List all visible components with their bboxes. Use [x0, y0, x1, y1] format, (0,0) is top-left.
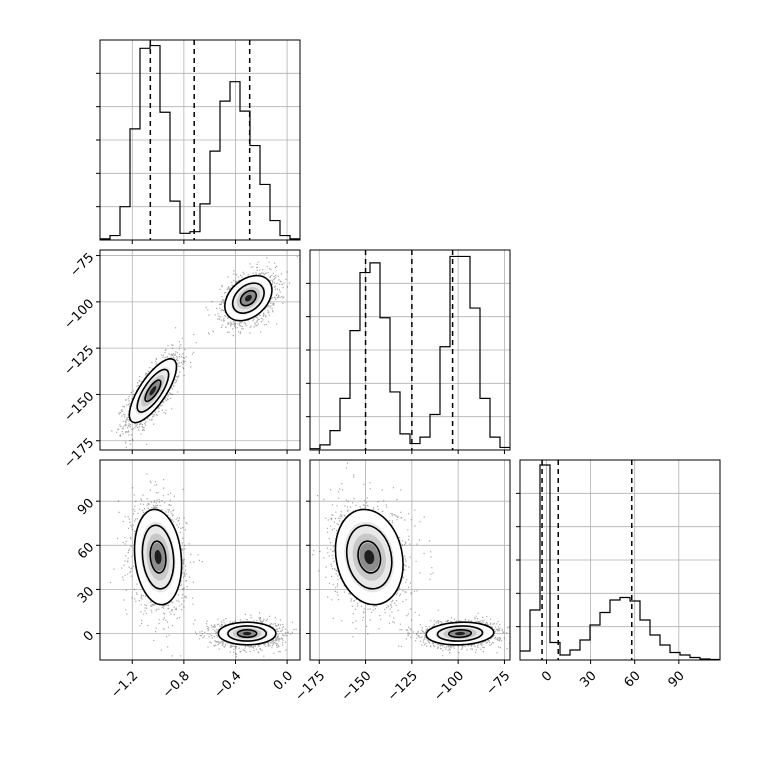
contour-line	[128, 358, 178, 424]
density-fill	[242, 631, 252, 636]
contour-line	[334, 508, 404, 606]
x-tick-label: 60	[621, 668, 643, 690]
contour-line	[447, 628, 473, 639]
y-tick-label: −75	[67, 250, 97, 280]
density-fill	[149, 386, 157, 396]
contour-line	[425, 621, 495, 646]
histogram-step	[310, 255, 510, 450]
x-tick-label: 90	[666, 668, 688, 690]
x-tick-label: 0.0	[271, 668, 296, 693]
contour-line	[133, 508, 183, 606]
contour-line	[227, 625, 268, 642]
density-fill	[455, 631, 466, 636]
histogram-step	[520, 464, 720, 660]
panel-frame	[99, 39, 301, 241]
panel-frame	[309, 249, 511, 451]
panel-2d-0-2: −1.2 −0.8 −0.4 0.0 0 30 60 90	[75, 459, 301, 701]
panel-2d-1-2: −175 −150 −125 −100 −75	[292, 459, 513, 704]
panel-frame	[99, 249, 301, 451]
contour-line	[231, 282, 265, 314]
y-tick-label: 60	[75, 540, 97, 562]
density-fill	[154, 550, 162, 565]
panel-frame	[519, 459, 721, 661]
contour-line	[224, 274, 273, 322]
density-fill	[244, 294, 252, 302]
x-tick-label: −125	[385, 668, 421, 704]
contour-line	[141, 524, 175, 590]
panel-2d-content	[100, 255, 298, 449]
panel-2d-content	[312, 462, 510, 657]
x-tick-label: −150	[339, 668, 375, 704]
panel-frame	[99, 459, 301, 661]
contour-line	[236, 628, 258, 639]
density-fill	[364, 550, 375, 565]
contour-line	[436, 625, 484, 642]
x-tick-label: −1.2	[108, 668, 141, 701]
x-tick-label: 0	[539, 668, 555, 684]
x-tick-label: −100	[431, 668, 467, 704]
y-tick-label: −125	[61, 343, 97, 379]
contour-line	[144, 379, 162, 403]
y-tick-label: 0	[81, 628, 97, 644]
x-tick-label: 30	[577, 668, 599, 690]
histogram-panel-0	[96, 39, 301, 244]
y-tick-label: −150	[61, 389, 97, 425]
contour-line	[217, 621, 277, 646]
panel-2d-content	[109, 473, 297, 658]
histogram-step	[100, 44, 300, 240]
histogram-panel-1	[306, 249, 511, 454]
contour-line	[357, 540, 382, 574]
x-tick-label: −75	[483, 668, 513, 698]
contour-line	[239, 289, 258, 307]
x-tick-label: −0.4	[212, 668, 245, 701]
x-tick-label: −175	[292, 668, 328, 704]
y-tick-label: −100	[61, 297, 97, 333]
contour-line	[149, 540, 167, 574]
x-tick-label: −0.8	[160, 668, 193, 701]
contour-line	[345, 524, 393, 590]
y-tick-label: −175	[61, 435, 97, 471]
y-tick-label: 90	[75, 496, 97, 518]
contour-line	[136, 368, 170, 413]
panel-frame	[309, 459, 511, 661]
y-tick-label: 30	[75, 584, 97, 606]
histogram-panel-2: 0 30 60 90	[516, 459, 721, 691]
panel-2d-0-1: −175 −150 −125 −100 −75	[61, 249, 301, 471]
